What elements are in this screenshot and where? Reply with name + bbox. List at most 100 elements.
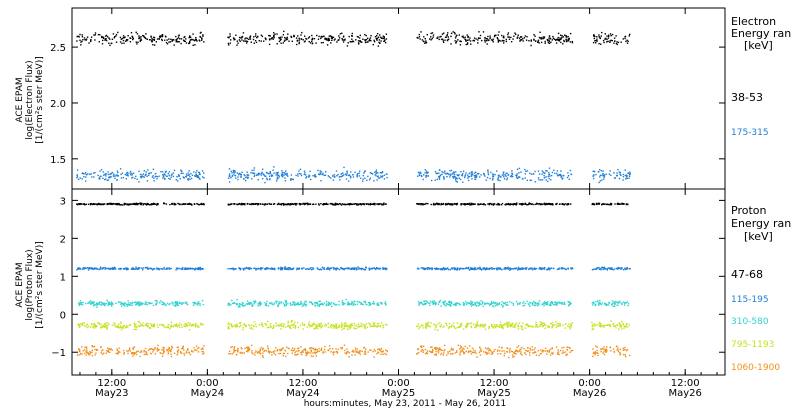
electron-point — [456, 181, 458, 183]
proton-point — [441, 268, 444, 270]
proton-point — [319, 324, 321, 326]
electron-point — [603, 41, 605, 44]
proton-point — [598, 304, 600, 306]
electron-point — [268, 175, 271, 177]
electron-point — [202, 176, 204, 178]
proton-point — [201, 299, 204, 302]
proton-point — [171, 303, 174, 305]
proton-point — [592, 268, 595, 271]
proton-point — [466, 322, 468, 325]
electron-point — [568, 178, 570, 180]
electron-point — [237, 178, 239, 181]
electron-point — [344, 38, 346, 40]
proton-point — [319, 300, 321, 302]
electron-point — [517, 177, 519, 179]
proton-point — [514, 203, 517, 205]
proton-point — [497, 202, 499, 205]
proton-point — [177, 324, 179, 326]
proton-point — [531, 304, 534, 306]
proton-point — [175, 323, 178, 325]
proton-point — [437, 268, 440, 270]
proton-point — [613, 305, 616, 307]
proton-point — [153, 326, 155, 328]
proton-point — [357, 323, 360, 325]
proton-point — [529, 305, 531, 307]
electron-point — [76, 177, 78, 179]
proton-point — [471, 268, 473, 270]
proton-point — [621, 328, 623, 330]
proton-point — [363, 326, 365, 328]
proton-point — [92, 326, 94, 328]
proton-point — [518, 322, 521, 324]
proton-point — [263, 204, 266, 206]
proton-point — [184, 323, 186, 326]
proton-point — [606, 203, 608, 206]
proton-point — [499, 321, 502, 323]
electron-point — [558, 39, 560, 41]
proton-point — [473, 304, 475, 306]
electron-point — [114, 175, 116, 177]
proton-point — [142, 203, 144, 205]
proton-point — [246, 267, 248, 269]
proton-point — [264, 268, 266, 270]
electron-point — [627, 40, 629, 43]
proton-point — [483, 326, 485, 328]
electron-point — [151, 38, 153, 40]
proton-point — [595, 202, 598, 205]
electron-point — [474, 178, 477, 180]
electron-point — [142, 173, 145, 175]
electron-point — [383, 174, 386, 176]
electron-point — [446, 173, 448, 175]
proton-point — [123, 302, 126, 304]
proton-point — [177, 202, 179, 205]
proton-point — [541, 267, 544, 269]
electron-point — [183, 177, 185, 179]
proton-point — [90, 326, 92, 328]
proton-point — [501, 202, 504, 205]
proton-point — [600, 267, 602, 270]
proton-point — [271, 302, 273, 304]
proton-point — [344, 203, 346, 206]
electron-point — [431, 32, 434, 34]
electron-point — [342, 172, 344, 174]
proton-point — [252, 305, 254, 307]
proton-point — [149, 323, 152, 325]
electron-point — [285, 172, 287, 175]
proton-point — [524, 302, 526, 305]
proton-point — [182, 347, 184, 349]
proton-point — [327, 326, 330, 329]
electron-point — [503, 37, 505, 39]
proton-point — [571, 322, 573, 324]
proton-point — [369, 268, 371, 270]
proton-point — [492, 204, 495, 206]
proton-point — [352, 268, 354, 270]
electron-point — [356, 176, 358, 178]
electron-point — [290, 36, 293, 38]
proton-point — [318, 325, 321, 328]
proton-point — [546, 301, 549, 303]
electron-point — [419, 38, 421, 40]
proton-point — [548, 326, 550, 329]
proton-point — [335, 203, 337, 205]
proton-point — [298, 267, 300, 270]
proton-point — [559, 324, 561, 326]
electron-point — [515, 176, 518, 178]
proton-point — [459, 304, 461, 306]
electron-point — [503, 40, 505, 42]
proton-point — [453, 203, 455, 205]
proton-point — [237, 306, 240, 308]
electron-point — [323, 35, 325, 37]
proton-point — [500, 268, 502, 270]
proton-point — [612, 305, 614, 307]
proton-point — [201, 203, 204, 205]
electron-point — [443, 177, 445, 179]
proton-point — [239, 303, 241, 305]
electron-point — [318, 173, 321, 176]
proton-point — [373, 325, 375, 328]
electron-point — [196, 175, 198, 177]
proton-point — [381, 322, 383, 324]
electron-point — [311, 34, 313, 37]
electron-point — [246, 42, 248, 44]
proton-point — [452, 322, 455, 324]
electron-point — [172, 38, 174, 41]
